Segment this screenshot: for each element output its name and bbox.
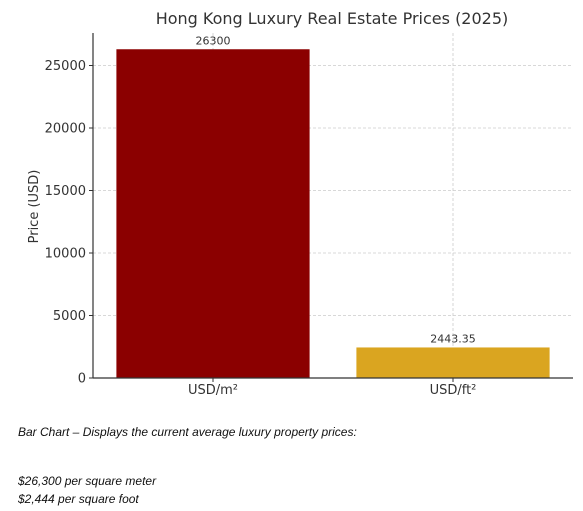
y-tick-label: 10000 — [45, 247, 86, 262]
axes — [89, 33, 573, 382]
bar-chart: 0 5000 10000 15000 20000 25000 26300 2443.35 USD… — [27, 9, 573, 398]
caption-price-per-square-foot: $2,444 per square foot — [18, 492, 139, 506]
x-tick-label: USD/ft² — [430, 383, 477, 398]
y-tick-label: 15000 — [45, 184, 86, 199]
bar-data-label: 2443.35 — [430, 332, 476, 345]
chart-title: Hong Kong Luxury Real Estate Prices (202… — [156, 9, 509, 28]
y-tick-label: 25000 — [45, 59, 86, 74]
labels: 0 5000 10000 15000 20000 25000 26300 2443.35 USD… — [27, 9, 508, 398]
bar-usd-per-square-foot — [356, 347, 550, 378]
bar-data-label: 26300 — [196, 34, 231, 47]
y-tick-label: 0 — [78, 372, 86, 387]
caption-price-per-square-meter: $26,300 per square meter — [18, 474, 157, 488]
caption-intro: Bar Chart – Displays the current average… — [18, 425, 357, 439]
y-tick-label: 5000 — [53, 309, 86, 324]
y-tick-label: 20000 — [45, 122, 86, 137]
y-axis-label: Price (USD) — [27, 170, 42, 244]
chart-canvas: 0 5000 10000 15000 20000 25000 26300 2443.35 USD… — [27, 9, 573, 398]
bar-usd-per-square-meter — [116, 49, 310, 378]
bars — [116, 49, 550, 378]
x-tick-label: USD/m² — [188, 383, 238, 398]
